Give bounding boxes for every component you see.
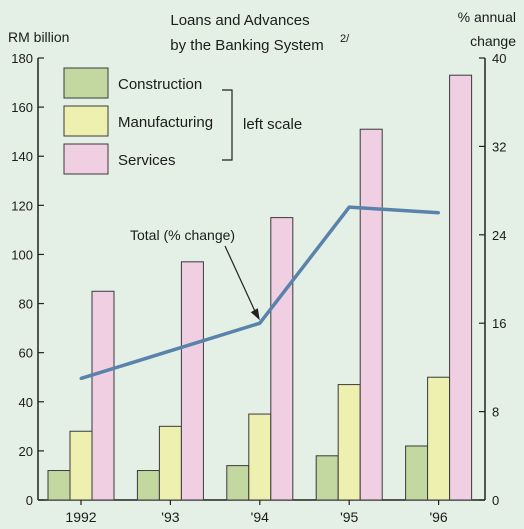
right-tick-label: 0 xyxy=(492,493,499,508)
legend: Construction Manufacturing Services left sc… xyxy=(63,67,302,175)
x-tick-label: 1992 xyxy=(65,509,96,525)
left-tick-label: 40 xyxy=(19,395,33,410)
total-change-point xyxy=(347,205,351,209)
bar-construction xyxy=(226,465,250,501)
left-tick-label: 60 xyxy=(19,346,33,361)
right-axis-title-line2: change xyxy=(470,33,516,49)
bar-manufacturing xyxy=(158,425,182,501)
annotation-arrowhead xyxy=(250,308,260,321)
bar-manufacturing xyxy=(427,376,451,501)
left-axis-title: RM billion xyxy=(8,29,69,45)
x-tick-label: '96 xyxy=(429,509,447,525)
legend-swatch-services xyxy=(63,143,109,175)
bar-services xyxy=(91,290,115,501)
right-tick-label: 8 xyxy=(492,405,499,420)
left-tick-label: 100 xyxy=(11,247,33,262)
plot-area: 0 20 40 60 80 100 120 140 160 180 0 8 16 24 32 40 1992 '9… xyxy=(11,51,506,525)
left-tick-label: 120 xyxy=(11,198,33,213)
bar-construction xyxy=(136,470,160,501)
right-axis-title-line1: % annual xyxy=(458,9,516,25)
left-tick-label: 80 xyxy=(19,297,33,312)
x-tick-label: '94 xyxy=(251,509,269,525)
title-footnote: 2/ xyxy=(340,33,350,45)
bar-manufacturing xyxy=(337,384,361,501)
bar-manufacturing xyxy=(248,413,272,501)
right-tick-label: 32 xyxy=(492,139,506,154)
left-tick-label: 20 xyxy=(19,444,33,459)
total-change-point xyxy=(258,321,262,325)
bar-services xyxy=(270,217,294,501)
bar-services xyxy=(359,128,383,501)
total-change-point xyxy=(168,349,172,353)
total-change-point xyxy=(437,211,441,215)
left-tick-label: 180 xyxy=(11,51,33,66)
legend-swatch-manufacturing xyxy=(63,105,109,137)
bar-construction xyxy=(47,470,71,501)
legend-label-construction: Construction xyxy=(118,76,202,93)
x-tick-label: '95 xyxy=(340,509,358,525)
x-tick-label: '93 xyxy=(161,509,179,525)
legend-bracket xyxy=(222,89,233,161)
right-tick-label: 40 xyxy=(492,51,506,66)
bar-manufacturing xyxy=(69,430,93,501)
legend-swatch-construction xyxy=(63,67,109,99)
bar-services xyxy=(449,74,473,501)
bar-construction xyxy=(315,455,339,501)
chart-title-line2: by the Banking System xyxy=(170,37,323,54)
bar-services xyxy=(180,261,204,501)
legend-scale-note: left scale xyxy=(243,116,302,133)
annotation-arrow xyxy=(224,245,258,316)
left-tick-label: 160 xyxy=(11,100,33,115)
legend-label-manufacturing: Manufacturing xyxy=(118,114,213,131)
right-tick-label: 24 xyxy=(492,228,506,243)
left-tick-label: 140 xyxy=(11,149,33,164)
line-annotation: Total (% change) xyxy=(130,227,235,243)
right-tick-label: 16 xyxy=(492,316,506,331)
left-tick-label: 0 xyxy=(26,493,33,508)
bar-construction xyxy=(405,445,429,501)
total-change-point xyxy=(79,376,83,380)
chart-title: Loans and Advances xyxy=(170,12,309,29)
legend-label-services: Services xyxy=(118,152,176,169)
